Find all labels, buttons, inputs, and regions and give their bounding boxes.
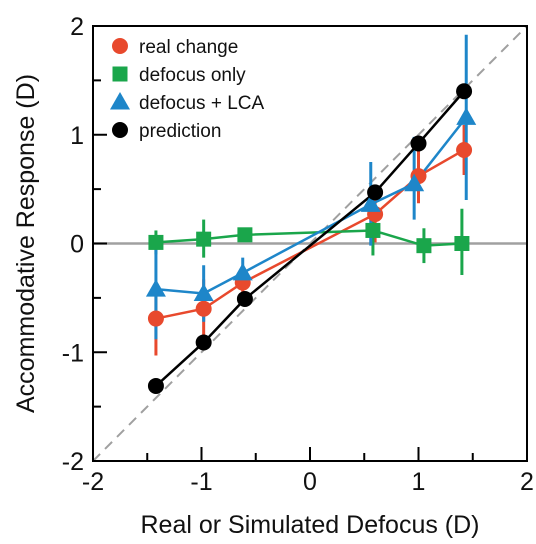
y-tick-label: 2	[70, 13, 84, 41]
prediction-point	[410, 135, 427, 152]
series-markers	[145, 83, 477, 394]
real-change-point	[456, 141, 473, 158]
legend-label-real-change: real change	[139, 37, 238, 58]
real-change-point	[147, 310, 164, 327]
defocus-only-point	[454, 236, 470, 251]
real-change-point	[195, 300, 212, 317]
x-tick-label: -1	[190, 468, 212, 496]
defocus-only-point	[365, 222, 381, 238]
x-tick-label: -2	[82, 468, 104, 496]
prediction-point	[195, 334, 212, 351]
defocus-only-point	[196, 231, 212, 247]
legend-label-defocus-only: defocus only	[139, 65, 246, 86]
y-tick-label: 1	[70, 122, 84, 150]
legend-marker-prediction	[112, 122, 128, 138]
x-tick-label: 0	[303, 468, 317, 496]
defocus-lca-point	[193, 283, 214, 302]
prediction-point	[456, 83, 473, 100]
x-tick-label: 1	[412, 468, 426, 496]
x-tick-label: 2	[520, 468, 534, 496]
defocus-lca-point	[232, 262, 253, 281]
y-tick-label: -1	[62, 339, 84, 367]
defocus-only-point	[416, 238, 432, 254]
legend-marker-defocus-only	[112, 66, 128, 82]
legend-marker-defocus-lca	[110, 92, 130, 110]
prediction-point	[367, 184, 384, 201]
defocus-lca-point	[456, 107, 477, 125]
legend-label-defocus-lca: defocus + LCA	[139, 93, 264, 114]
y-tick-label: 0	[70, 231, 84, 259]
defocus-only-point	[148, 234, 164, 250]
prediction-line	[155, 90, 466, 387]
defocus-lca-point	[145, 279, 166, 297]
y-axis-title: Accommodative Response (D)	[12, 74, 40, 413]
legend-label-prediction: prediction	[139, 121, 221, 142]
real-change-line	[155, 148, 465, 320]
prediction-point	[236, 290, 253, 307]
defocus-lca-point	[404, 173, 425, 192]
x-axis-title: Real or Simulated Defocus (D)	[140, 511, 479, 539]
axis-ticks: -2-2 -1 -1 0 0 1 1 2 2	[62, 13, 534, 496]
prediction-point	[147, 377, 164, 394]
defocus-only-point	[237, 227, 253, 243]
legend: real change defocus only defocus + LCA pred…	[110, 37, 264, 142]
y-tick-label: -2	[62, 448, 84, 476]
legend-marker-real-change	[112, 38, 128, 54]
defocus-lca-point	[360, 194, 381, 212]
